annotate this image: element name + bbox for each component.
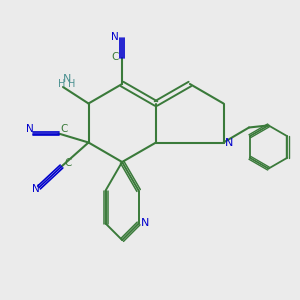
Text: C: C bbox=[64, 158, 72, 169]
Text: N: N bbox=[32, 184, 40, 194]
Text: H: H bbox=[68, 79, 76, 89]
Text: H: H bbox=[58, 79, 65, 89]
Text: N: N bbox=[111, 32, 119, 43]
Text: C: C bbox=[111, 52, 118, 62]
Text: C: C bbox=[60, 124, 68, 134]
Text: N: N bbox=[141, 218, 149, 229]
Text: N: N bbox=[62, 74, 71, 84]
Text: N: N bbox=[225, 137, 233, 148]
Text: N: N bbox=[26, 124, 34, 134]
